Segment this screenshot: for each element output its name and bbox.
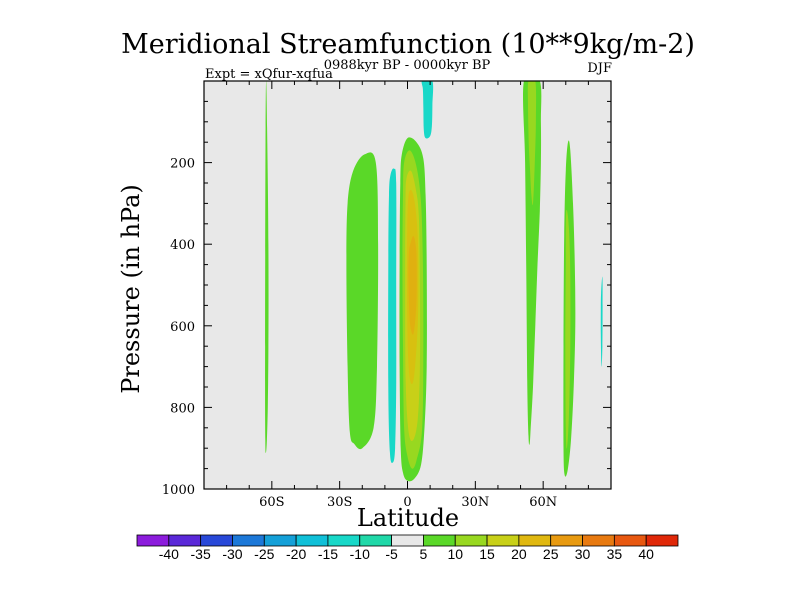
colorbar-swatch [263,534,297,547]
contour-region-sh-high-lat-positive [265,81,269,454]
season-label: DJF [587,61,612,76]
y-tick-label: 400 [170,238,195,253]
x-axis-label: Latitude [357,504,459,532]
colorbar-swatch [645,534,679,547]
colorbar-swatch [613,534,647,547]
colorbar-swatch [327,534,361,547]
colorbar-label: -5 [385,546,398,562]
chart-title: Meridional Streamfunction (10**9kg/m-2) [121,29,695,60]
colorbar-label: -20 [286,546,306,562]
x-tick-label: 0 [403,495,411,510]
contour-regions [265,81,603,482]
plot-area: 60S 30S 0 30N 60N 200 400 600 800 1000 [162,80,612,510]
colorbar-swatch [518,534,552,547]
contour-region-nh-tropical-negative [421,81,434,139]
colorbar-label: -15 [318,546,338,562]
colorbar-label: 15 [479,546,495,562]
contour-region-equatorial-positive-max [408,235,417,335]
contour-region-nh-polar-negative [600,276,603,367]
contour-region-sh-negative-band [388,168,397,463]
contour-region-nh-midlat-core [527,81,537,206]
colorbar-label: -30 [222,546,242,562]
colorbar-swatch [582,534,615,547]
colorbar-swatch [359,534,392,547]
colorbar-swatch [136,534,170,547]
colorbar: -40 -35 -30 -25 -20 -15 -10 -5 5 10 15 20 25 30 35 40 [136,534,679,562]
x-tick-label: 60N [529,495,557,510]
colorbar-label: 10 [447,546,463,562]
colorbar-swatch [232,534,265,547]
contour-region-nh-subpolar-core [565,209,571,449]
contour-region-nh-midlat-positive [523,81,542,445]
colorbar-swatch [200,534,233,547]
colorbar-label: -40 [159,546,179,562]
colorbar-swatch [550,534,583,547]
x-tick-label: 30N [461,495,489,510]
colorbar-swatch [423,534,456,547]
x-tick-label: 30S [327,495,352,510]
colorbar-swatch [486,534,520,547]
contour-region-sh-subtropical-positive [346,152,379,450]
time-range-label: 0988kyr BP - 0000kyr BP [324,58,491,73]
y-axis-label: Pressure (in hPa) [117,184,145,394]
axis-ticks: 60S 30S 0 30N 60N 200 400 600 800 1000 [162,80,612,510]
colorbar-label: 30 [575,546,591,562]
x-tick-label: 60S [259,495,284,510]
colorbar-label: -10 [350,546,370,562]
colorbar-label: -35 [191,546,211,562]
colorbar-label: 20 [511,546,527,562]
colorbar-label: 25 [543,546,559,562]
y-tick-label: 600 [170,320,195,335]
colorbar-label: 40 [638,546,654,562]
colorbar-swatch [168,534,202,547]
y-tick-label: 800 [170,401,195,416]
experiment-label: Expt = xQfur-xqfua [205,67,333,82]
y-tick-label: 200 [170,157,195,172]
colorbar-label: 35 [607,546,623,562]
y-tick-label: 1000 [162,483,195,498]
colorbar-swatch [454,534,488,547]
colorbar-label: 5 [420,546,428,562]
colorbar-swatch [391,534,424,547]
colorbar-label: -25 [254,546,274,562]
colorbar-swatch [295,534,329,547]
